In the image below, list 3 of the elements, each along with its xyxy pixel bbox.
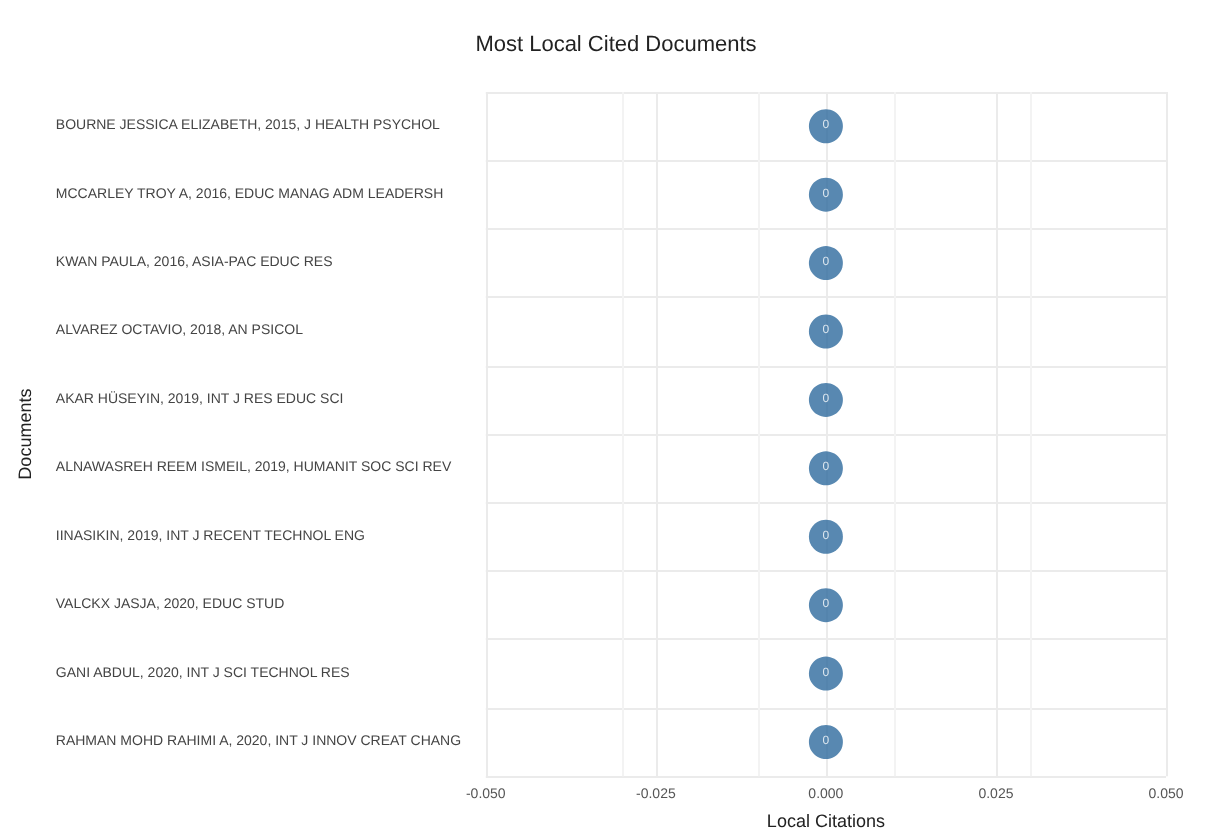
x-axis-title: Local Citations bbox=[766, 811, 886, 831]
y-axis-title: Documents bbox=[15, 387, 35, 480]
chart-title: Most Local Cited Documents bbox=[475, 33, 758, 57]
